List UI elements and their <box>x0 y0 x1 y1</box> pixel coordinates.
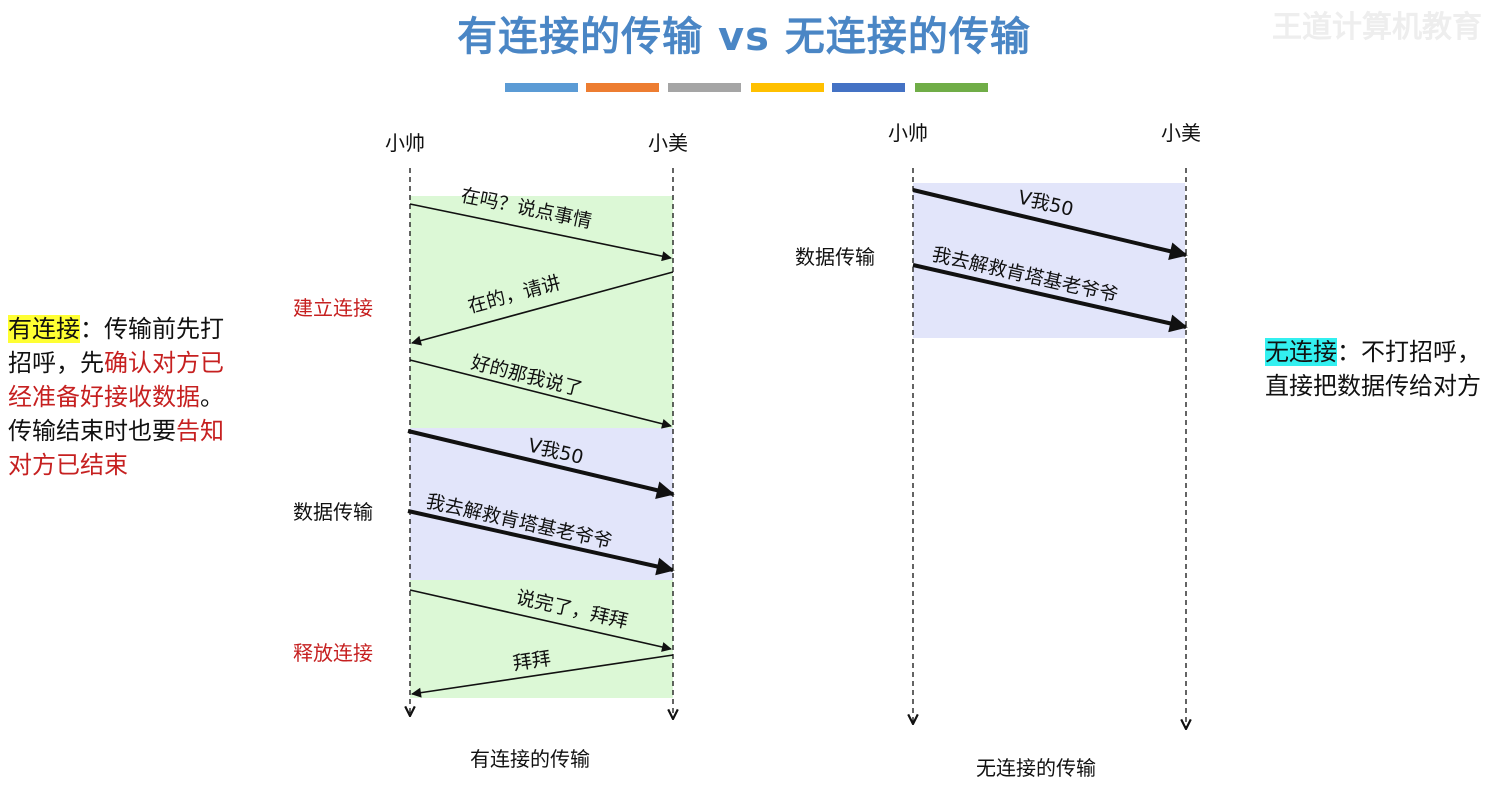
arrow-msg6 <box>409 589 672 652</box>
color-bar-segment <box>832 83 905 92</box>
arrow-msg4 <box>407 429 675 500</box>
note-text: ：不打招呼，直接把数据传给对方 <box>1265 338 1481 400</box>
color-bar-segment <box>915 83 988 92</box>
term-highlight: 无连接 <box>1265 338 1337 366</box>
color-bar-segment <box>668 83 741 92</box>
arrow-msg7 <box>411 654 674 698</box>
note-red-text: 确认对方已经准备好接收数据 <box>8 349 224 411</box>
arrow-msg3 <box>409 359 672 429</box>
arrow-msg2 <box>411 271 674 346</box>
receiver-name: 小美 <box>648 131 688 155</box>
arrow-msg1 <box>912 188 1188 261</box>
arrow-msg1 <box>409 203 672 262</box>
arrow-msg5 <box>407 509 675 576</box>
phase-establish-label: 建立连接 <box>293 296 373 320</box>
phase-data-label: 数据传输 <box>795 245 875 269</box>
connectionless-note: 无连接：不打招呼，直接把数据传给对方 <box>1265 335 1481 403</box>
phase-release-label: 释放连接 <box>293 641 373 665</box>
connectionless-band <box>913 183 1185 338</box>
data-band <box>410 428 673 580</box>
color-bar-segment <box>751 83 824 92</box>
phase-data-label: 数据传输 <box>293 500 373 524</box>
sender-name: 小帅 <box>385 131 425 155</box>
establish-band <box>410 196 673 428</box>
connection-oriented-note: 有连接：传输前先打招呼，先确认对方已经准备好接收数据。传输结束时也要告知对方已结… <box>8 312 224 482</box>
color-bar-segment <box>586 83 659 92</box>
watermark-logo: 王道计算机教育 <box>1272 10 1482 45</box>
note-text: ：传输前先打招呼，先 <box>8 315 224 377</box>
arrow-msg2 <box>912 263 1188 333</box>
term-highlight: 有连接 <box>8 315 80 343</box>
slide-title: 有连接的传输 vs 无连接的传输 <box>457 14 1031 60</box>
note-text: 。传输结束时也要 <box>8 383 224 445</box>
note-red-text: 告知对方已结束 <box>8 417 224 479</box>
diagram-caption: 无连接的传输 <box>976 756 1096 780</box>
sender-name: 小帅 <box>888 121 928 145</box>
color-bar-segment <box>505 83 578 92</box>
diagram-caption: 有连接的传输 <box>470 747 590 771</box>
receiver-name: 小美 <box>1161 121 1201 145</box>
